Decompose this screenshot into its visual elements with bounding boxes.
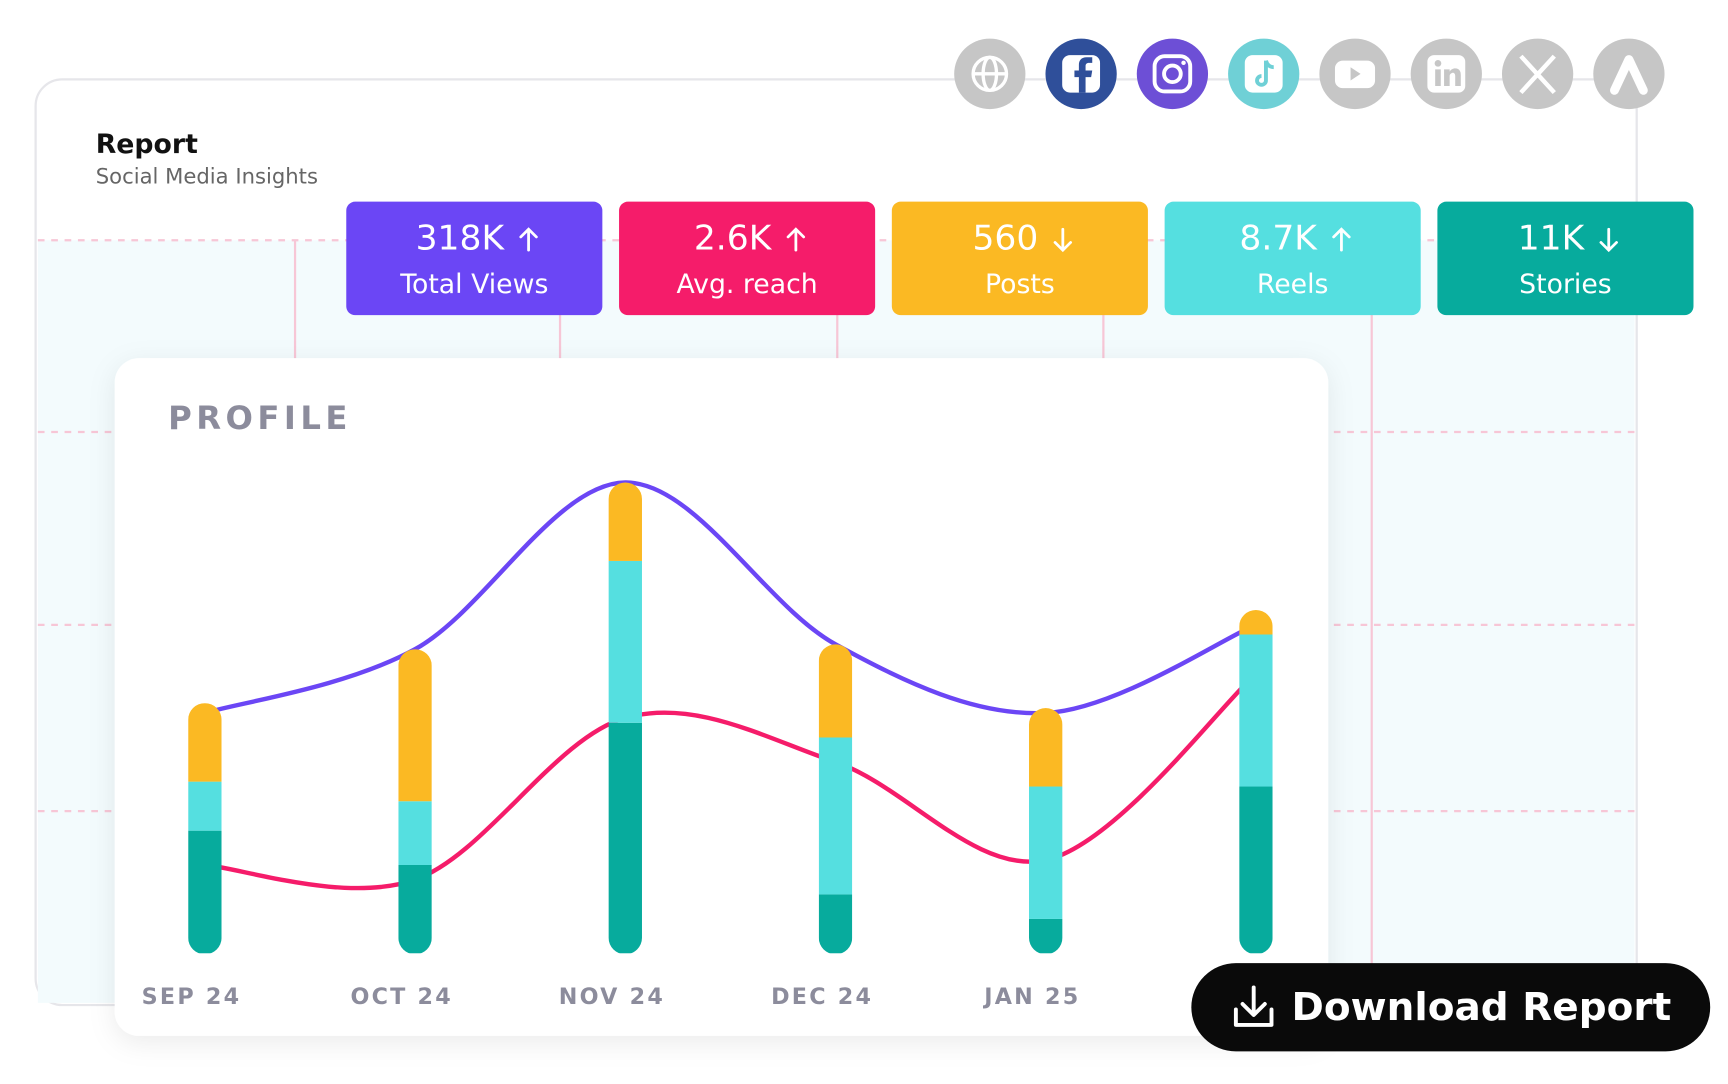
report-subtitle: Social Media Insights [96, 164, 318, 189]
kpi-trend-arrow [1332, 227, 1351, 252]
chart-title: PROFILE [168, 399, 352, 437]
x-tick-label: NOV 24 [559, 984, 665, 1010]
chart-card [114, 358, 1329, 1036]
bar-segment [818, 644, 853, 738]
bar-segment [818, 737, 853, 895]
stacked-bar [818, 644, 853, 954]
bar-segment [818, 894, 853, 954]
kpi-bg [891, 201, 1148, 316]
kpi-bg [619, 201, 876, 316]
bar-segment [608, 482, 642, 561]
bar-segment [1029, 708, 1063, 787]
stacked-bar [188, 703, 222, 954]
kpi-card: 560 Posts [891, 201, 1148, 316]
kpi-card: 2.6K Avg. reach [619, 201, 876, 316]
bar-segment [1029, 918, 1063, 954]
bar-segment [1239, 634, 1273, 787]
bar-segment [188, 830, 222, 954]
kpi-card: 8.7K Reels [1164, 201, 1421, 316]
x-tick-label: OCT 24 [350, 984, 453, 1010]
stacked-bar [398, 649, 432, 954]
kpi-label: Posts [985, 269, 1055, 300]
bars [188, 482, 1273, 954]
kpi-value: 11K [1518, 219, 1586, 259]
bar-segment [1029, 786, 1063, 919]
download-button[interactable]: Download Report [1191, 963, 1711, 1052]
kpi-card: 11K Stories [1437, 201, 1694, 316]
bar-segment [1239, 786, 1273, 954]
stacked-bar [1239, 609, 1273, 954]
ads-icon[interactable] [1593, 38, 1665, 110]
kpi-value: 318K [416, 219, 506, 259]
kpi-bg [346, 201, 603, 316]
kpi-label: Avg. reach [676, 269, 817, 300]
kpi-value: 2.6K [694, 219, 773, 259]
x-tick-label: SEP 24 [142, 984, 242, 1010]
kpi-label: Stories [1519, 269, 1612, 300]
kpi-trend-arrow [1599, 227, 1618, 253]
bar-segment [398, 864, 432, 954]
x-tick-label: DEC 24 [771, 984, 873, 1010]
bar-segment [608, 722, 642, 954]
kpi-trend-arrow [519, 227, 538, 252]
bar-segment [188, 781, 222, 831]
kpi-bg [1164, 201, 1421, 316]
bar-segment [398, 801, 432, 865]
button-bg[interactable] [1191, 963, 1711, 1052]
report-title: Report [96, 129, 198, 160]
kpi-label: Reels [1257, 269, 1329, 300]
kpi-card: 318K Total Views [346, 201, 603, 316]
stacked-bar [1029, 708, 1063, 954]
instagram-icon[interactable] [1136, 38, 1209, 110]
kpi-trend-arrow [1053, 227, 1073, 253]
stacked-bar [608, 482, 642, 954]
social-icons [954, 38, 1665, 110]
bar-segment [608, 560, 642, 723]
kpi-label: Total Views [399, 269, 548, 300]
kpi-value: 8.7K [1239, 219, 1318, 259]
x-tick-label: JAN 25 [982, 984, 1080, 1010]
button-label[interactable]: Download Report [1292, 985, 1672, 1030]
kpi-trend-arrow [786, 227, 806, 252]
bar-segment [398, 649, 432, 802]
bar-segment [188, 703, 222, 782]
kpi-bg [1437, 201, 1694, 316]
kpi-value: 560 [972, 219, 1038, 259]
